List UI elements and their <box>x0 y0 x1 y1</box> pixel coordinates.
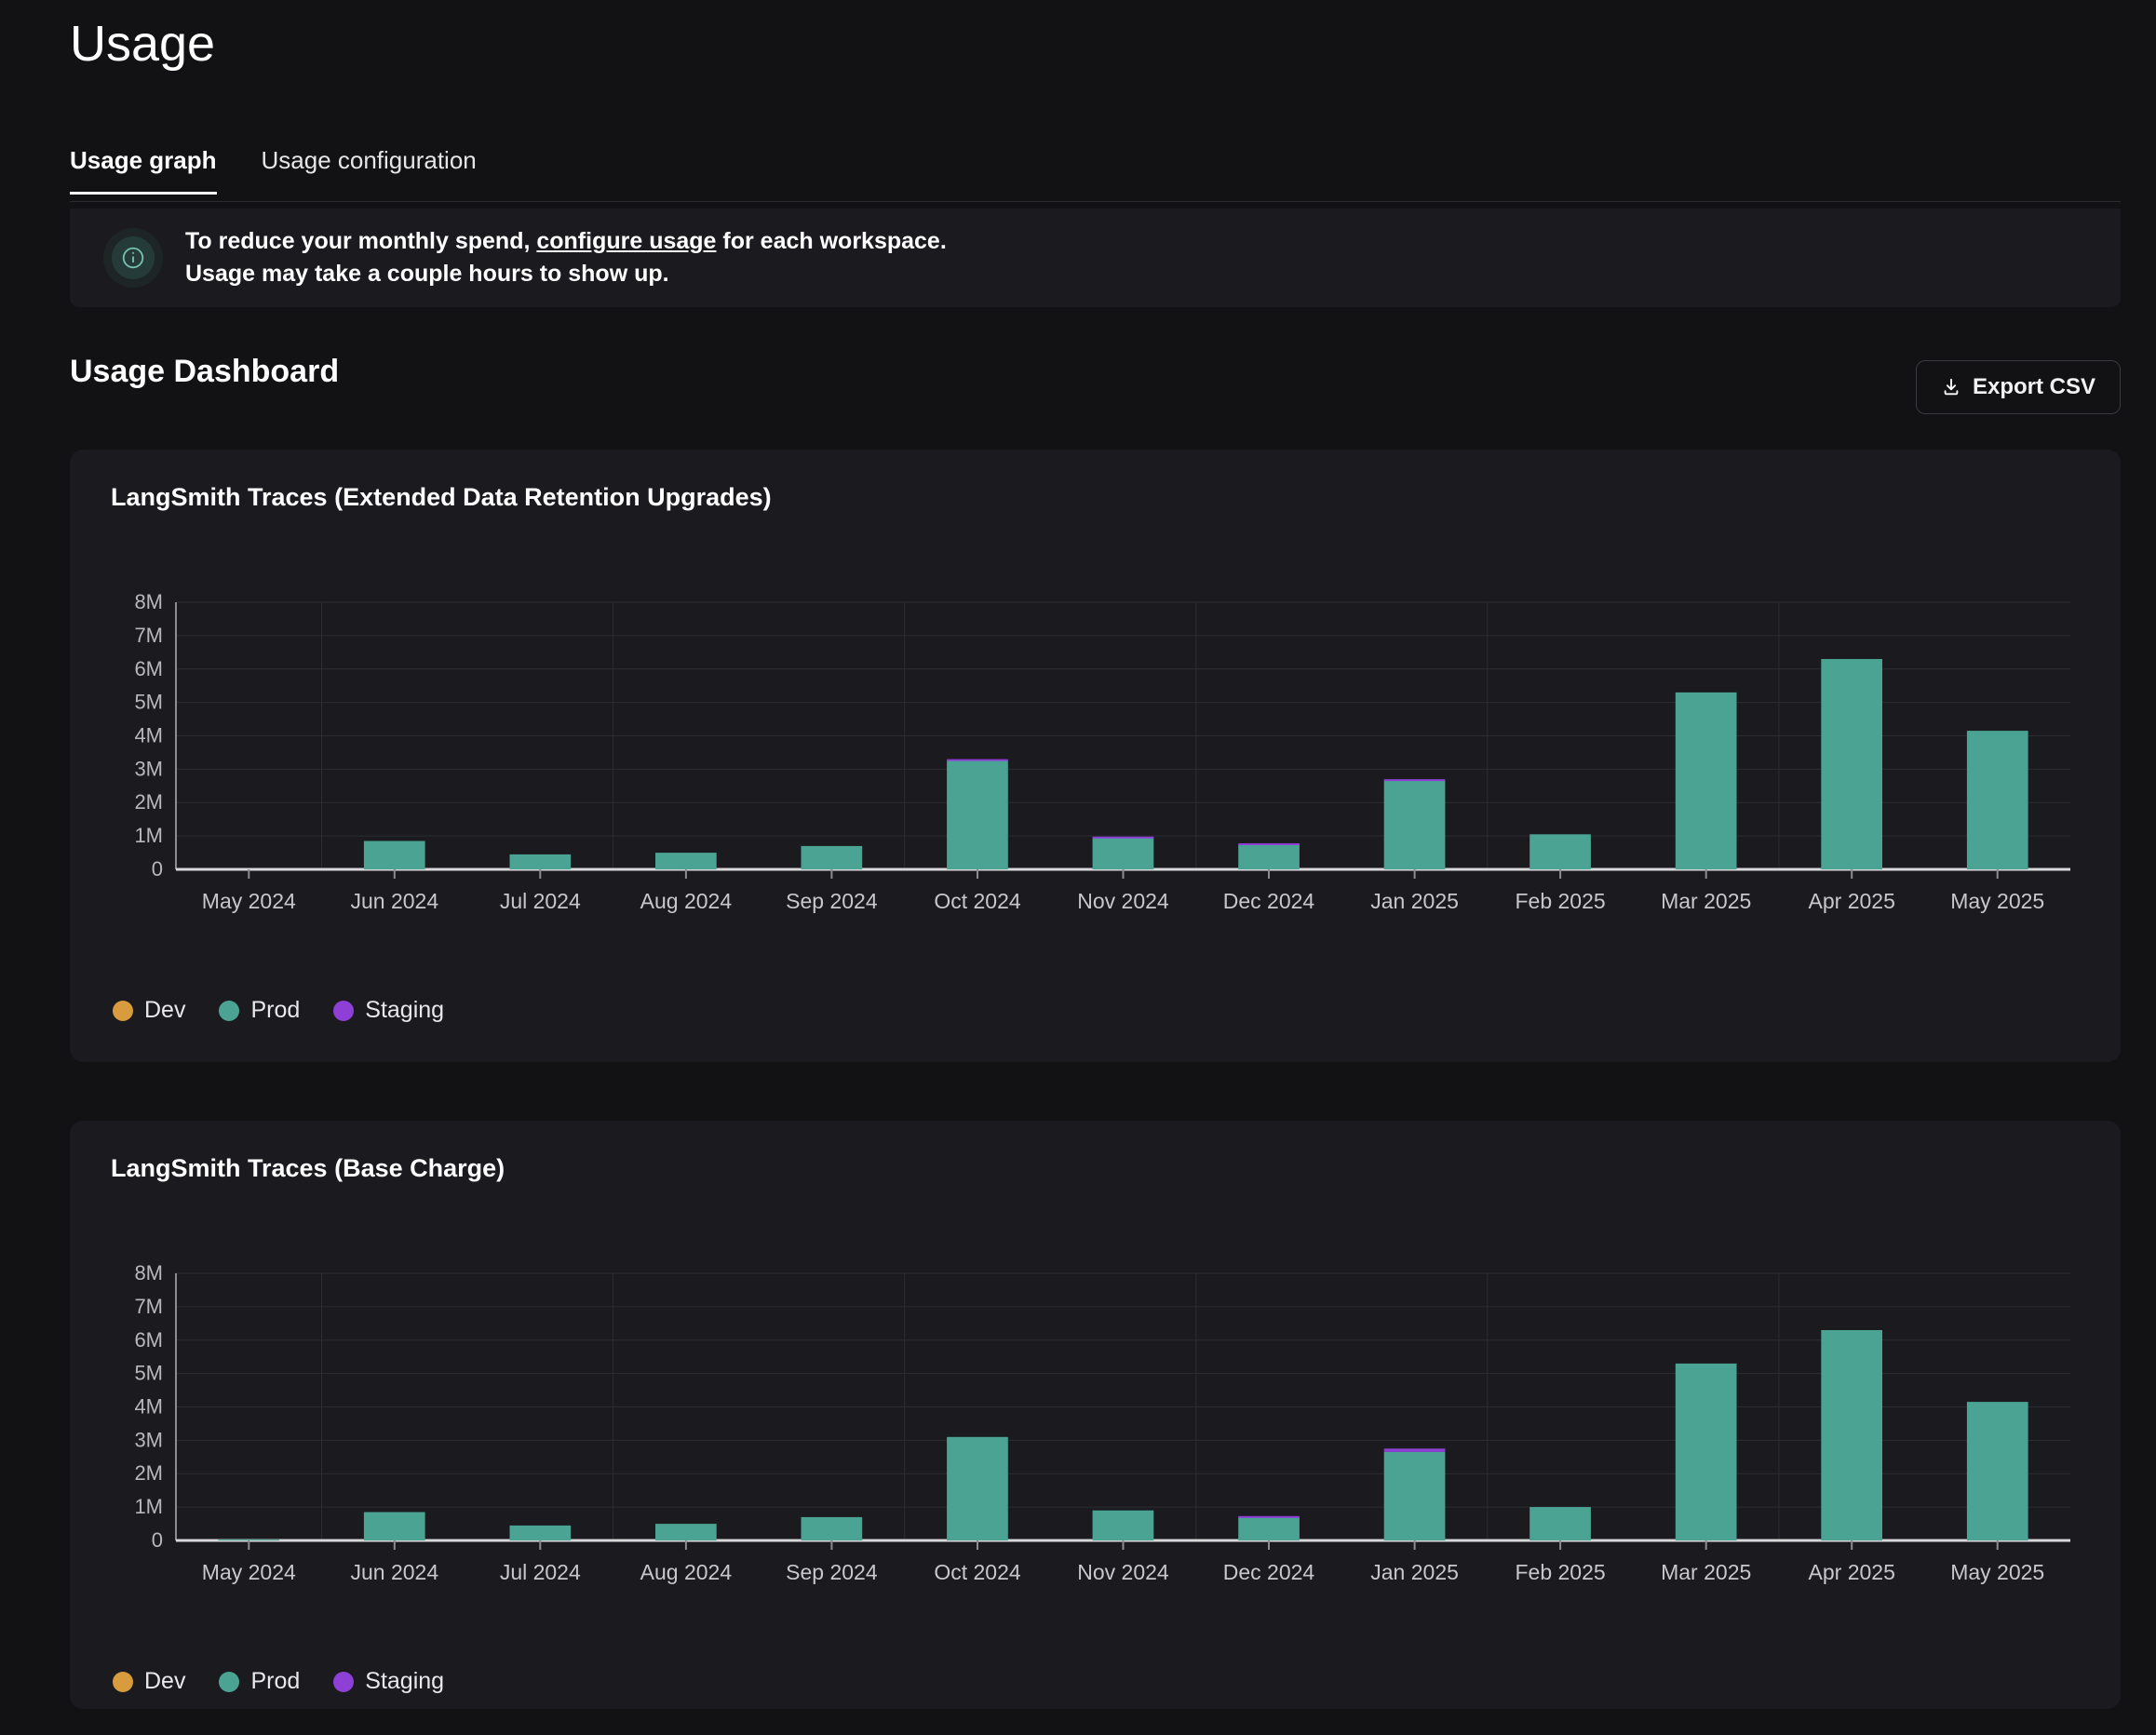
svg-text:Jun 2024: Jun 2024 <box>350 889 438 913</box>
svg-text:4M: 4M <box>134 1395 163 1419</box>
svg-text:6M: 6M <box>134 1328 163 1352</box>
svg-text:Oct 2024: Oct 2024 <box>934 1560 1021 1584</box>
svg-text:Jan 2025: Jan 2025 <box>1370 1560 1459 1584</box>
svg-text:7M: 7M <box>134 1295 163 1318</box>
svg-text:Mar 2025: Mar 2025 <box>1661 889 1751 913</box>
svg-text:2M: 2M <box>134 1461 163 1485</box>
svg-text:1M: 1M <box>134 824 163 847</box>
svg-text:Apr 2025: Apr 2025 <box>1809 1560 1895 1584</box>
svg-text:Jul 2024: Jul 2024 <box>500 1560 581 1584</box>
svg-text:3M: 3M <box>134 757 163 780</box>
svg-text:Aug 2024: Aug 2024 <box>640 1560 733 1584</box>
svg-text:Aug 2024: Aug 2024 <box>640 889 733 913</box>
svg-text:May 2025: May 2025 <box>1950 889 2044 913</box>
svg-text:May 2025: May 2025 <box>1950 1560 2044 1584</box>
svg-text:4M: 4M <box>134 724 163 747</box>
svg-text:May 2024: May 2024 <box>202 1560 296 1584</box>
svg-text:Nov 2024: Nov 2024 <box>1077 1560 1169 1584</box>
svg-text:Feb 2025: Feb 2025 <box>1515 889 1605 913</box>
svg-text:0: 0 <box>152 1528 163 1552</box>
svg-text:5M: 5M <box>134 1362 163 1385</box>
svg-text:Apr 2025: Apr 2025 <box>1809 889 1895 913</box>
svg-text:8M: 8M <box>134 1264 163 1284</box>
svg-text:Sep 2024: Sep 2024 <box>786 889 878 913</box>
svg-text:7M: 7M <box>134 624 163 647</box>
svg-text:2M: 2M <box>134 790 163 814</box>
svg-text:Sep 2024: Sep 2024 <box>786 1560 878 1584</box>
svg-text:May 2024: May 2024 <box>202 889 296 913</box>
svg-text:6M: 6M <box>134 657 163 680</box>
svg-text:Jun 2024: Jun 2024 <box>350 1560 438 1584</box>
svg-text:Jan 2025: Jan 2025 <box>1370 889 1459 913</box>
svg-text:Feb 2025: Feb 2025 <box>1515 1560 1605 1584</box>
svg-text:0: 0 <box>152 857 163 881</box>
svg-text:1M: 1M <box>134 1495 163 1518</box>
svg-text:Mar 2025: Mar 2025 <box>1661 1560 1751 1584</box>
svg-text:Dec 2024: Dec 2024 <box>1223 889 1315 913</box>
svg-text:Oct 2024: Oct 2024 <box>934 889 1021 913</box>
svg-text:8M: 8M <box>134 593 163 613</box>
svg-text:5M: 5M <box>134 691 163 714</box>
svg-text:Jul 2024: Jul 2024 <box>500 889 581 913</box>
svg-text:3M: 3M <box>134 1428 163 1451</box>
svg-text:Nov 2024: Nov 2024 <box>1077 889 1169 913</box>
svg-text:Dec 2024: Dec 2024 <box>1223 1560 1315 1584</box>
